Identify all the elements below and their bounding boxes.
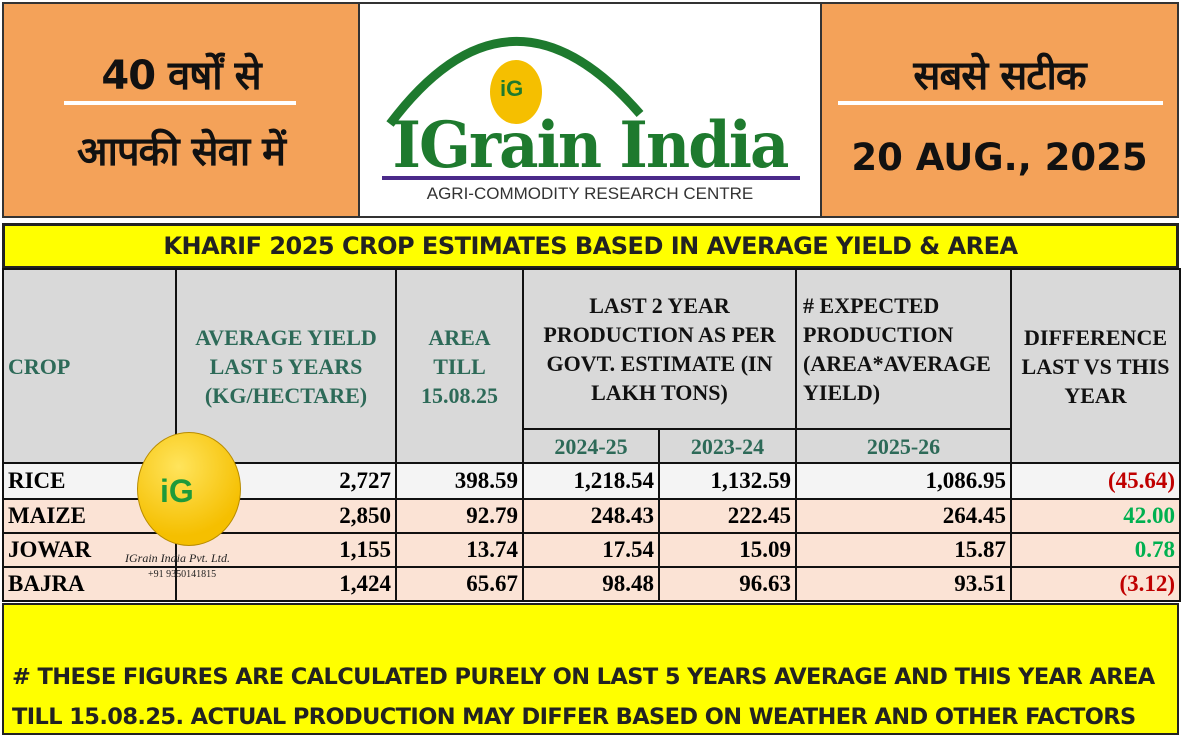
left-line-2: आपकी सेवा में — [76, 129, 286, 175]
production-2023-24-cell: 1,132.59 — [657, 462, 798, 500]
difference-cell: 0.78 — [1010, 532, 1181, 568]
logo-badge: iG — [500, 76, 524, 101]
header-expected: # EXPECTED PRODUCTION (AREA*AVERAGE YIEL… — [795, 268, 1013, 430]
watermark-logo: iG — [137, 432, 241, 546]
header-crop: CROP — [2, 268, 177, 464]
avg-yield-cell: 1,424 — [175, 566, 397, 602]
expected-2025-26-cell: 264.45 — [795, 498, 1013, 534]
header-difference: DIFFERENCE LAST VS THIS YEAR — [1010, 268, 1181, 464]
footer-note: # THESE FIGURES ARE CALCULATED PURELY ON… — [2, 603, 1179, 735]
watermark-company: IGrain India Pvt. Ltd. — [125, 551, 230, 565]
area-cell: 13.74 — [395, 532, 524, 568]
header-last-2-year: LAST 2 YEAR PRODUCTION AS PER GOVT. ESTI… — [521, 268, 798, 430]
right-line-1: सबसे सटीक — [913, 53, 1086, 99]
watermark-phone: +91 9350141815 — [148, 569, 217, 580]
production-2024-25-cell: 248.43 — [522, 498, 660, 534]
right-banner: सबसे सटीक 20 AUG., 2025 — [820, 2, 1179, 218]
difference-cell: 42.00 — [1010, 498, 1181, 534]
crop-cell: JOWAR — [2, 532, 177, 568]
expected-2025-26-cell: 1,086.95 — [795, 462, 1013, 500]
logo-arch-icon — [382, 36, 800, 180]
production-2023-24-cell: 15.09 — [657, 532, 798, 568]
table-row: BAJRA 1,424 65.67 98.48 96.63 93.51 (3.12) — [2, 566, 1181, 602]
production-2023-24-cell: 222.45 — [657, 498, 798, 534]
footer-line-1: # THESE FIGURES ARE CALCULATED PURELY ON… — [12, 664, 1155, 690]
logo-name: IGrain India — [392, 108, 789, 183]
crop-cell: MAIZE — [2, 498, 177, 534]
divider — [838, 101, 1163, 105]
difference-cell: (3.12) — [1010, 566, 1181, 602]
area-cell: 65.67 — [395, 566, 524, 602]
crop-estimates-table: CROP AVERAGE YIELD LAST 5 YEARS (KG/HECT… — [2, 268, 1181, 602]
production-2024-25-cell: 98.48 — [522, 566, 660, 602]
production-2024-25-cell: 17.54 — [522, 532, 660, 568]
crop-cell: BAJRA — [2, 566, 177, 602]
area-cell: 92.79 — [395, 498, 524, 534]
header-area: AREA TILL 15.08.25 — [395, 268, 524, 464]
expected-2025-26-cell: 93.51 — [795, 566, 1013, 602]
header-2025-26: 2025-26 — [795, 428, 1013, 464]
expected-2025-26-cell: 15.87 — [795, 532, 1013, 568]
difference-cell: (45.64) — [1010, 462, 1181, 500]
production-2024-25-cell: 1,218.54 — [522, 462, 660, 500]
footer-line-2: TILL 15.08.25. ACTUAL PRODUCTION MAY DIF… — [12, 704, 1136, 730]
left-line-1: 40 वर्षों से — [101, 53, 261, 99]
header-avg-yield: AVERAGE YIELD LAST 5 YEARS (KG/HECTARE) — [175, 268, 397, 464]
table-row: JOWAR 1,155 13.74 17.54 15.09 15.87 0.78 — [2, 532, 1181, 568]
header-2023-24: 2023-24 — [657, 428, 798, 464]
area-cell: 398.59 — [395, 462, 524, 500]
divider — [64, 101, 296, 105]
logo-tagline: AGRI-COMMODITY RESEARCH CENTRE — [426, 184, 754, 203]
watermark-badge: iG — [160, 473, 194, 509]
igrain-logo: iG IGrain India AGRI-COMMODITY RESEARCH … — [360, 2, 820, 218]
report-title: KHARIF 2025 CROP ESTIMATES BASED IN AVER… — [2, 223, 1179, 269]
left-banner: 40 वर्षों से आपकी सेवा में — [2, 2, 360, 218]
report-date: 20 AUG., 2025 — [851, 136, 1148, 179]
header-2024-25: 2024-25 — [522, 428, 660, 464]
production-2023-24-cell: 96.63 — [657, 566, 798, 602]
